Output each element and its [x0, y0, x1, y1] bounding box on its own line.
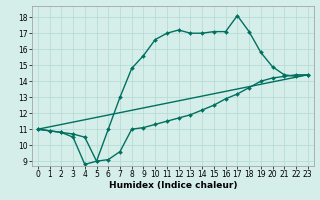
- X-axis label: Humidex (Indice chaleur): Humidex (Indice chaleur): [108, 181, 237, 190]
